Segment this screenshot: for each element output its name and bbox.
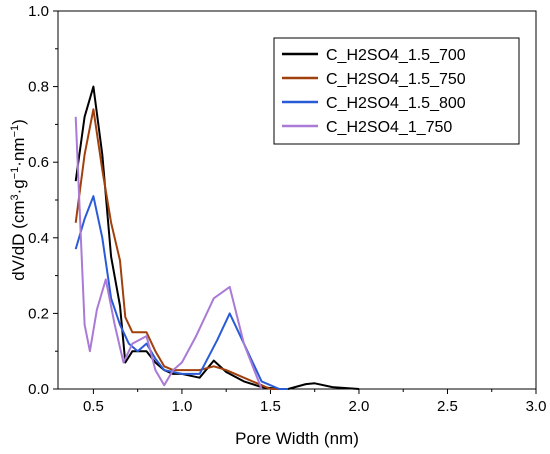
y-axis-label-mid2: ·nm [9,137,28,166]
x-tick-label: 1.5 [260,398,281,415]
x-tick-label: 3.0 [526,398,547,415]
y-tick-label: 0.8 [28,79,49,96]
legend-label: C_H2SO4_1_750 [326,119,452,136]
y-tick-label: 1.0 [28,3,49,20]
y-axis: 0.0 0.2 0.4 0.6 0.8 1.0 [28,3,58,398]
legend-label: C_H2SO4_1.5_800 [326,95,466,112]
x-tick-label: 2.5 [437,398,458,415]
x-axis-label: Pore Width (nm) [235,429,359,448]
y-axis-label-end: ) [9,119,28,125]
x-tick-label: 1.0 [171,398,192,415]
series-line-C_H2SO4_1_750 [74,116,263,390]
y-tick-label: 0.6 [28,154,49,171]
legend: C_H2SO4_1.5_700 C_H2SO4_1.5_750 C_H2SO4_1.… [273,37,520,145]
y-tick-label: 0.4 [28,230,49,247]
y-axis-label-sup3: −1 [9,125,21,138]
y-tick-label: 0.2 [28,305,49,322]
y-tick-label: 0.0 [28,381,49,398]
y-axis-label-sup1: 3 [9,194,21,200]
y-axis-label-main: dV/dD (cm [9,201,28,281]
x-tick-label: 2.0 [349,398,370,415]
y-axis-label-mid: ·g [9,179,28,194]
legend-label: C_H2SO4_1.5_750 [326,71,466,88]
x-tick-label: 0.5 [83,398,104,415]
x-axis: 0.5 1.0 1.5 2.0 2.5 3.0 [83,389,546,415]
y-axis-label-sup2: −1 [9,167,21,180]
y-axis-label: dV/dD (cm3·g−1·nm−1) [9,119,28,281]
series-layer [74,85,360,390]
legend-label: C_H2SO4_1.5_700 [326,47,466,64]
series-line-C_H2SO4_1.5_750 [74,108,289,390]
